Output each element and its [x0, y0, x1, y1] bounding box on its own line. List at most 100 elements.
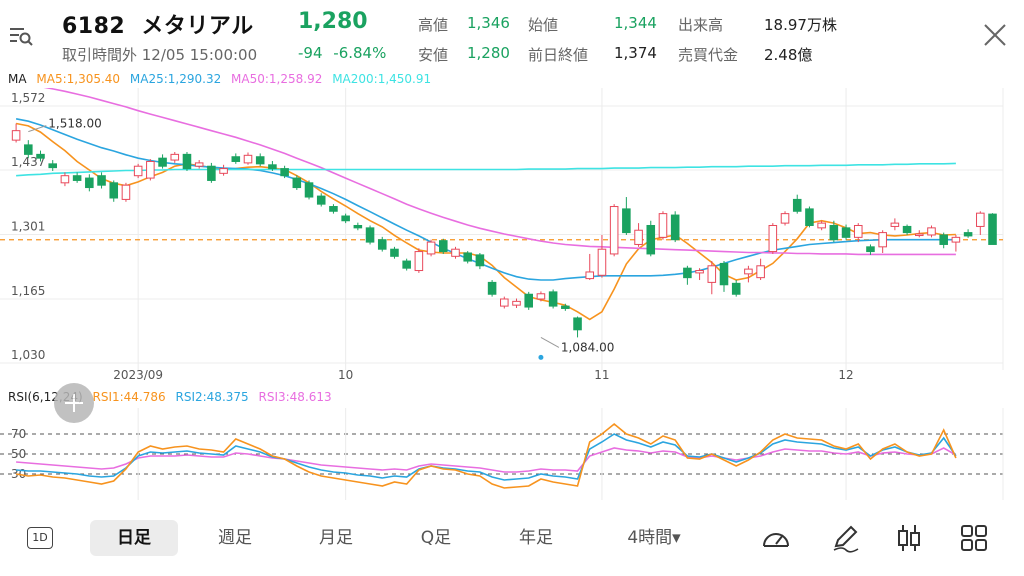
candle-up: [951, 236, 961, 243]
candle-down: [939, 234, 948, 245]
candle-down: [72, 175, 82, 181]
pen-icon[interactable]: [830, 522, 862, 554]
x-tick-label: 10: [338, 368, 353, 380]
quote-label: 安値: [418, 46, 449, 64]
low-marker: [538, 354, 544, 360]
change-percent: -6.84%: [333, 44, 387, 62]
ma-legend-title: MA: [8, 72, 27, 86]
interval-1d-button[interactable]: 1D: [22, 520, 58, 556]
candle-down: [280, 168, 289, 177]
candle-up: [219, 168, 228, 174]
candle-up: [146, 160, 155, 179]
quote-value: 18.97万株: [764, 16, 837, 34]
candle-up: [744, 268, 753, 275]
candle-down: [207, 165, 216, 181]
candle-down: [475, 254, 485, 267]
ma25-label: MA25:1,290.32: [129, 72, 222, 86]
annotation-label: 1,518.00: [48, 117, 101, 131]
candle-down: [792, 198, 802, 212]
candle-up: [927, 227, 936, 236]
close-icon[interactable]: [982, 22, 1008, 48]
candle-up: [133, 165, 143, 177]
candle-down: [829, 224, 839, 241]
quote-value: 1,374: [614, 44, 657, 62]
candle-down: [109, 182, 119, 199]
y-tick-label: 1,572: [11, 91, 45, 105]
candle-down: [402, 260, 411, 269]
stock-code: 6182: [62, 14, 126, 39]
rsi1-label: RSI1:44.786: [92, 390, 166, 404]
stock-title: 6182 メタリアル: [62, 8, 254, 40]
candle-up: [768, 224, 778, 253]
quote-label: 高値: [418, 16, 449, 34]
candle-down: [805, 208, 814, 226]
quote-label: 始値: [528, 16, 559, 34]
candle-up: [451, 248, 460, 257]
rsi2-label: RSI2:48.375: [175, 390, 249, 404]
trading-status: 取引時間外 12/05 15:00:00: [62, 46, 258, 64]
quote-value: 1,280: [467, 44, 510, 62]
bottom-toolbar: 1D 日足 週足 月足 Q足 年足 4時間▾: [0, 508, 1024, 572]
candle-up: [194, 162, 204, 167]
tab-monthly[interactable]: 月足: [319, 528, 353, 548]
annotation-leader: [28, 125, 47, 133]
candle-up: [60, 175, 70, 184]
chart-drag-handle[interactable]: [54, 383, 94, 423]
candle-down: [548, 291, 558, 307]
candle-up: [634, 229, 643, 245]
tab-yearly[interactable]: 年足: [519, 528, 553, 548]
candle-down: [292, 177, 302, 189]
speedometer-icon[interactable]: [760, 522, 792, 554]
grid-icon[interactable]: [958, 522, 990, 554]
candle-down: [683, 267, 692, 279]
candle-down: [731, 282, 741, 295]
candle-down: [353, 224, 363, 229]
rsi-tick-label: 70: [11, 427, 26, 441]
candle-up: [243, 154, 253, 164]
quote-label: 売買代金: [678, 46, 739, 64]
ma-legend: MA MA5:1,305.40 MA25:1,290.32 MA50:1,258…: [8, 72, 437, 86]
candle-up: [512, 300, 521, 306]
tab-4hour-dropdown[interactable]: 4時間▾: [627, 528, 681, 548]
candle-down: [24, 144, 33, 155]
y-tick-label: 1,301: [11, 220, 45, 234]
tab-quarterly[interactable]: Q足: [420, 528, 452, 548]
quote-value: 2.48億: [764, 46, 813, 64]
candle-down: [255, 156, 265, 165]
candle-down: [182, 153, 192, 170]
rsi3-line: [16, 447, 957, 473]
candle-down: [329, 206, 338, 212]
candle-down: [561, 305, 570, 309]
candle-up: [500, 298, 509, 307]
candle-down: [573, 317, 582, 331]
candle-up: [536, 293, 546, 300]
y-tick-label: 1,165: [11, 284, 45, 298]
candle-down: [231, 156, 241, 162]
candle-down: [866, 246, 875, 253]
stock-name: メタリアル: [141, 14, 254, 39]
candle-down: [646, 224, 656, 255]
candle-down: [97, 175, 106, 186]
candle-down: [670, 214, 680, 241]
tab-weekly[interactable]: 週足: [218, 528, 252, 548]
candle-up: [853, 224, 863, 238]
candle-down: [341, 215, 350, 222]
rsi2-line: [16, 433, 957, 481]
candle-down: [85, 177, 94, 189]
rsi3-label: RSI3:48.613: [258, 390, 332, 404]
candle-down: [268, 164, 277, 170]
candlestick-icon[interactable]: [893, 522, 925, 554]
candle-down: [304, 182, 314, 198]
candle-down: [963, 232, 973, 237]
candle-up: [878, 232, 887, 248]
candle-down: [622, 208, 631, 234]
tab-daily[interactable]: 日足: [90, 520, 178, 556]
watchlist-search-icon[interactable]: [8, 24, 34, 48]
candle-up: [597, 248, 607, 276]
y-tick-label: 1,030: [11, 348, 45, 362]
ma200-label: MA200:1,450.91: [332, 72, 432, 86]
candle-up: [914, 233, 924, 237]
candle-down: [988, 213, 997, 245]
